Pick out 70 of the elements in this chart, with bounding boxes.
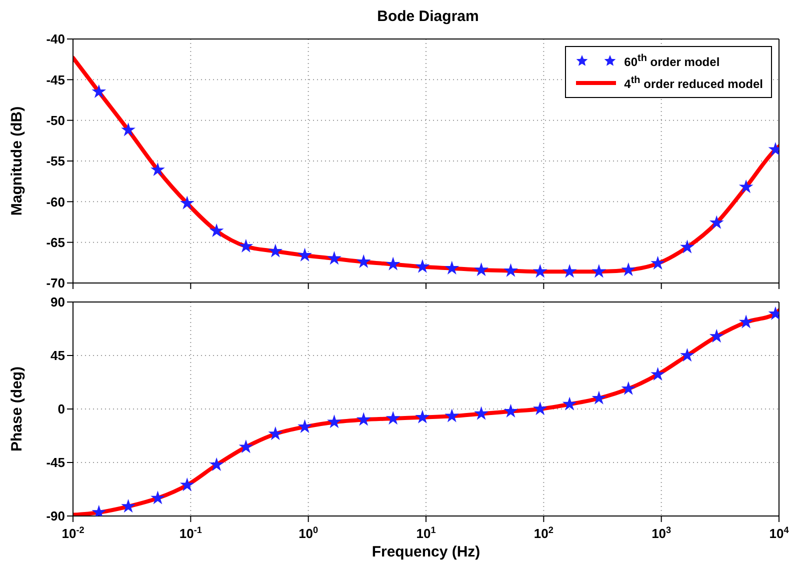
- point: [504, 263, 518, 277]
- point: [680, 348, 694, 362]
- point: [327, 251, 342, 265]
- y-tick-label: -60: [46, 194, 65, 210]
- y-tick-label: 90: [50, 294, 65, 310]
- point: [209, 223, 224, 238]
- y-tick-label: -65: [46, 234, 65, 250]
- x-tick-label: 10$^{1}$: [416, 525, 436, 541]
- x-tick-label: 10$^{0}$: [298, 525, 318, 541]
- x-tick-label: 10$^{-1}$: [179, 525, 202, 541]
- point: [532, 264, 548, 278]
- y-tick-label: -40: [46, 32, 65, 47]
- x-tick-label: 10$^{4}$: [769, 525, 790, 541]
- point: [209, 457, 224, 471]
- y-tick-label: -45: [46, 455, 65, 470]
- point: [444, 260, 460, 274]
- point: [268, 244, 283, 258]
- point: [415, 410, 430, 424]
- chart-title: Bode Diagram: [376, 8, 480, 27]
- point: [709, 328, 724, 343]
- point: [238, 439, 254, 454]
- point: [592, 390, 606, 404]
- y-tick-label: -45: [46, 72, 65, 88]
- x-tick-label: 10$^{3}$: [652, 525, 672, 541]
- point: [298, 248, 312, 262]
- point: [356, 254, 371, 268]
- point: [621, 381, 636, 395]
- y-tick-label: 0: [58, 402, 65, 417]
- point: [238, 238, 254, 253]
- point: [562, 264, 577, 278]
- y-axis-title: Phase (deg): [8, 366, 26, 452]
- point: [504, 404, 518, 418]
- point: [621, 262, 636, 276]
- point: [532, 401, 548, 416]
- point: [121, 498, 136, 513]
- point: [444, 408, 460, 422]
- point: [92, 84, 106, 98]
- point: [386, 256, 400, 270]
- x-axis-title: Frequency (Hz): [372, 544, 480, 561]
- y-tick-label: -50: [46, 112, 65, 128]
- point: [180, 478, 194, 492]
- point: [650, 256, 665, 270]
- point: [150, 490, 165, 504]
- point: [738, 179, 754, 194]
- legend-label: 60$^{th}$ order model: [624, 53, 720, 69]
- point: [386, 410, 400, 425]
- y-tick-label: 45: [50, 348, 65, 364]
- y-tick-label: -90: [46, 508, 65, 524]
- point: [650, 366, 665, 381]
- point: [474, 262, 488, 276]
- point: [180, 196, 194, 210]
- point: [268, 426, 283, 440]
- point: [738, 314, 754, 328]
- y-tick-label: -70: [46, 276, 65, 291]
- y-tick-label: -55: [46, 154, 65, 169]
- legend-label: 4$^{th}$ order reduced model: [624, 75, 763, 91]
- point: [150, 162, 165, 176]
- point: [474, 406, 488, 420]
- point: [709, 215, 724, 229]
- point: [327, 414, 342, 428]
- point: [415, 259, 430, 273]
- point: [562, 396, 577, 410]
- y-axis-title: Magnitude (dB): [8, 106, 26, 216]
- point: [356, 412, 371, 426]
- point: [680, 240, 694, 254]
- x-tick-label: 10$^{2}$: [534, 525, 554, 541]
- point: [298, 419, 312, 433]
- point: [592, 264, 606, 278]
- x-tick-label: 10$^{-2}$: [62, 525, 84, 541]
- point: [121, 122, 136, 136]
